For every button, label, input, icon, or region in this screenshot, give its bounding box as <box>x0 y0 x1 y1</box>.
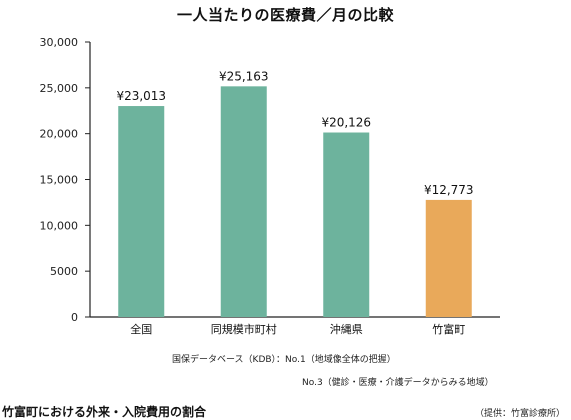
bar-chart: 0 5000 10,000 15,000 20,000 25,000 30,000 ¥23,… <box>40 36 500 336</box>
category-label: 沖縄県 <box>330 322 363 336</box>
category-label: 全国 <box>130 322 152 336</box>
y-tick-label: 20,000 <box>40 128 79 141</box>
y-tick-label: 25,000 <box>40 82 79 95</box>
value-label: ¥12,773 <box>424 183 474 197</box>
category-labels: 全国 同規模市町村 沖縄県 竹富町 <box>130 322 465 336</box>
bar <box>323 132 370 317</box>
source-line-1: 国保データベース（KDB）：No.1（地域像全体の把握） <box>172 355 396 365</box>
value-label: ¥25,163 <box>219 69 269 83</box>
bar <box>425 199 472 317</box>
source-line-2: No.3（健診・医療・介護データからみる地域） <box>302 378 494 388</box>
value-label: ¥20,126 <box>321 116 371 130</box>
y-tick-label: 30,000 <box>40 36 79 49</box>
bars <box>118 86 472 317</box>
chart-title: 一人当たりの医療費／月の比較 <box>176 6 394 24</box>
y-tick-label: 5000 <box>50 265 78 278</box>
y-tick-label: 0 <box>71 311 78 324</box>
y-tick-label: 15,000 <box>40 174 79 187</box>
category-label: 竹富町 <box>432 322 465 336</box>
bar <box>118 106 165 317</box>
figure-caption: 竹富町における外来・入院費用の割合 <box>2 405 207 419</box>
y-tick-label: 10,000 <box>40 219 79 232</box>
bar <box>220 86 267 317</box>
credit-text: （提供：竹富診療所） <box>474 409 565 419</box>
y-axis-ticks: 0 5000 10,000 15,000 20,000 25,000 30,000 <box>40 36 90 324</box>
value-label: ¥23,013 <box>116 89 166 103</box>
value-labels: ¥23,013 ¥25,163 ¥20,126 ¥12,773 <box>116 69 473 197</box>
category-label: 同規模市町村 <box>211 322 277 336</box>
